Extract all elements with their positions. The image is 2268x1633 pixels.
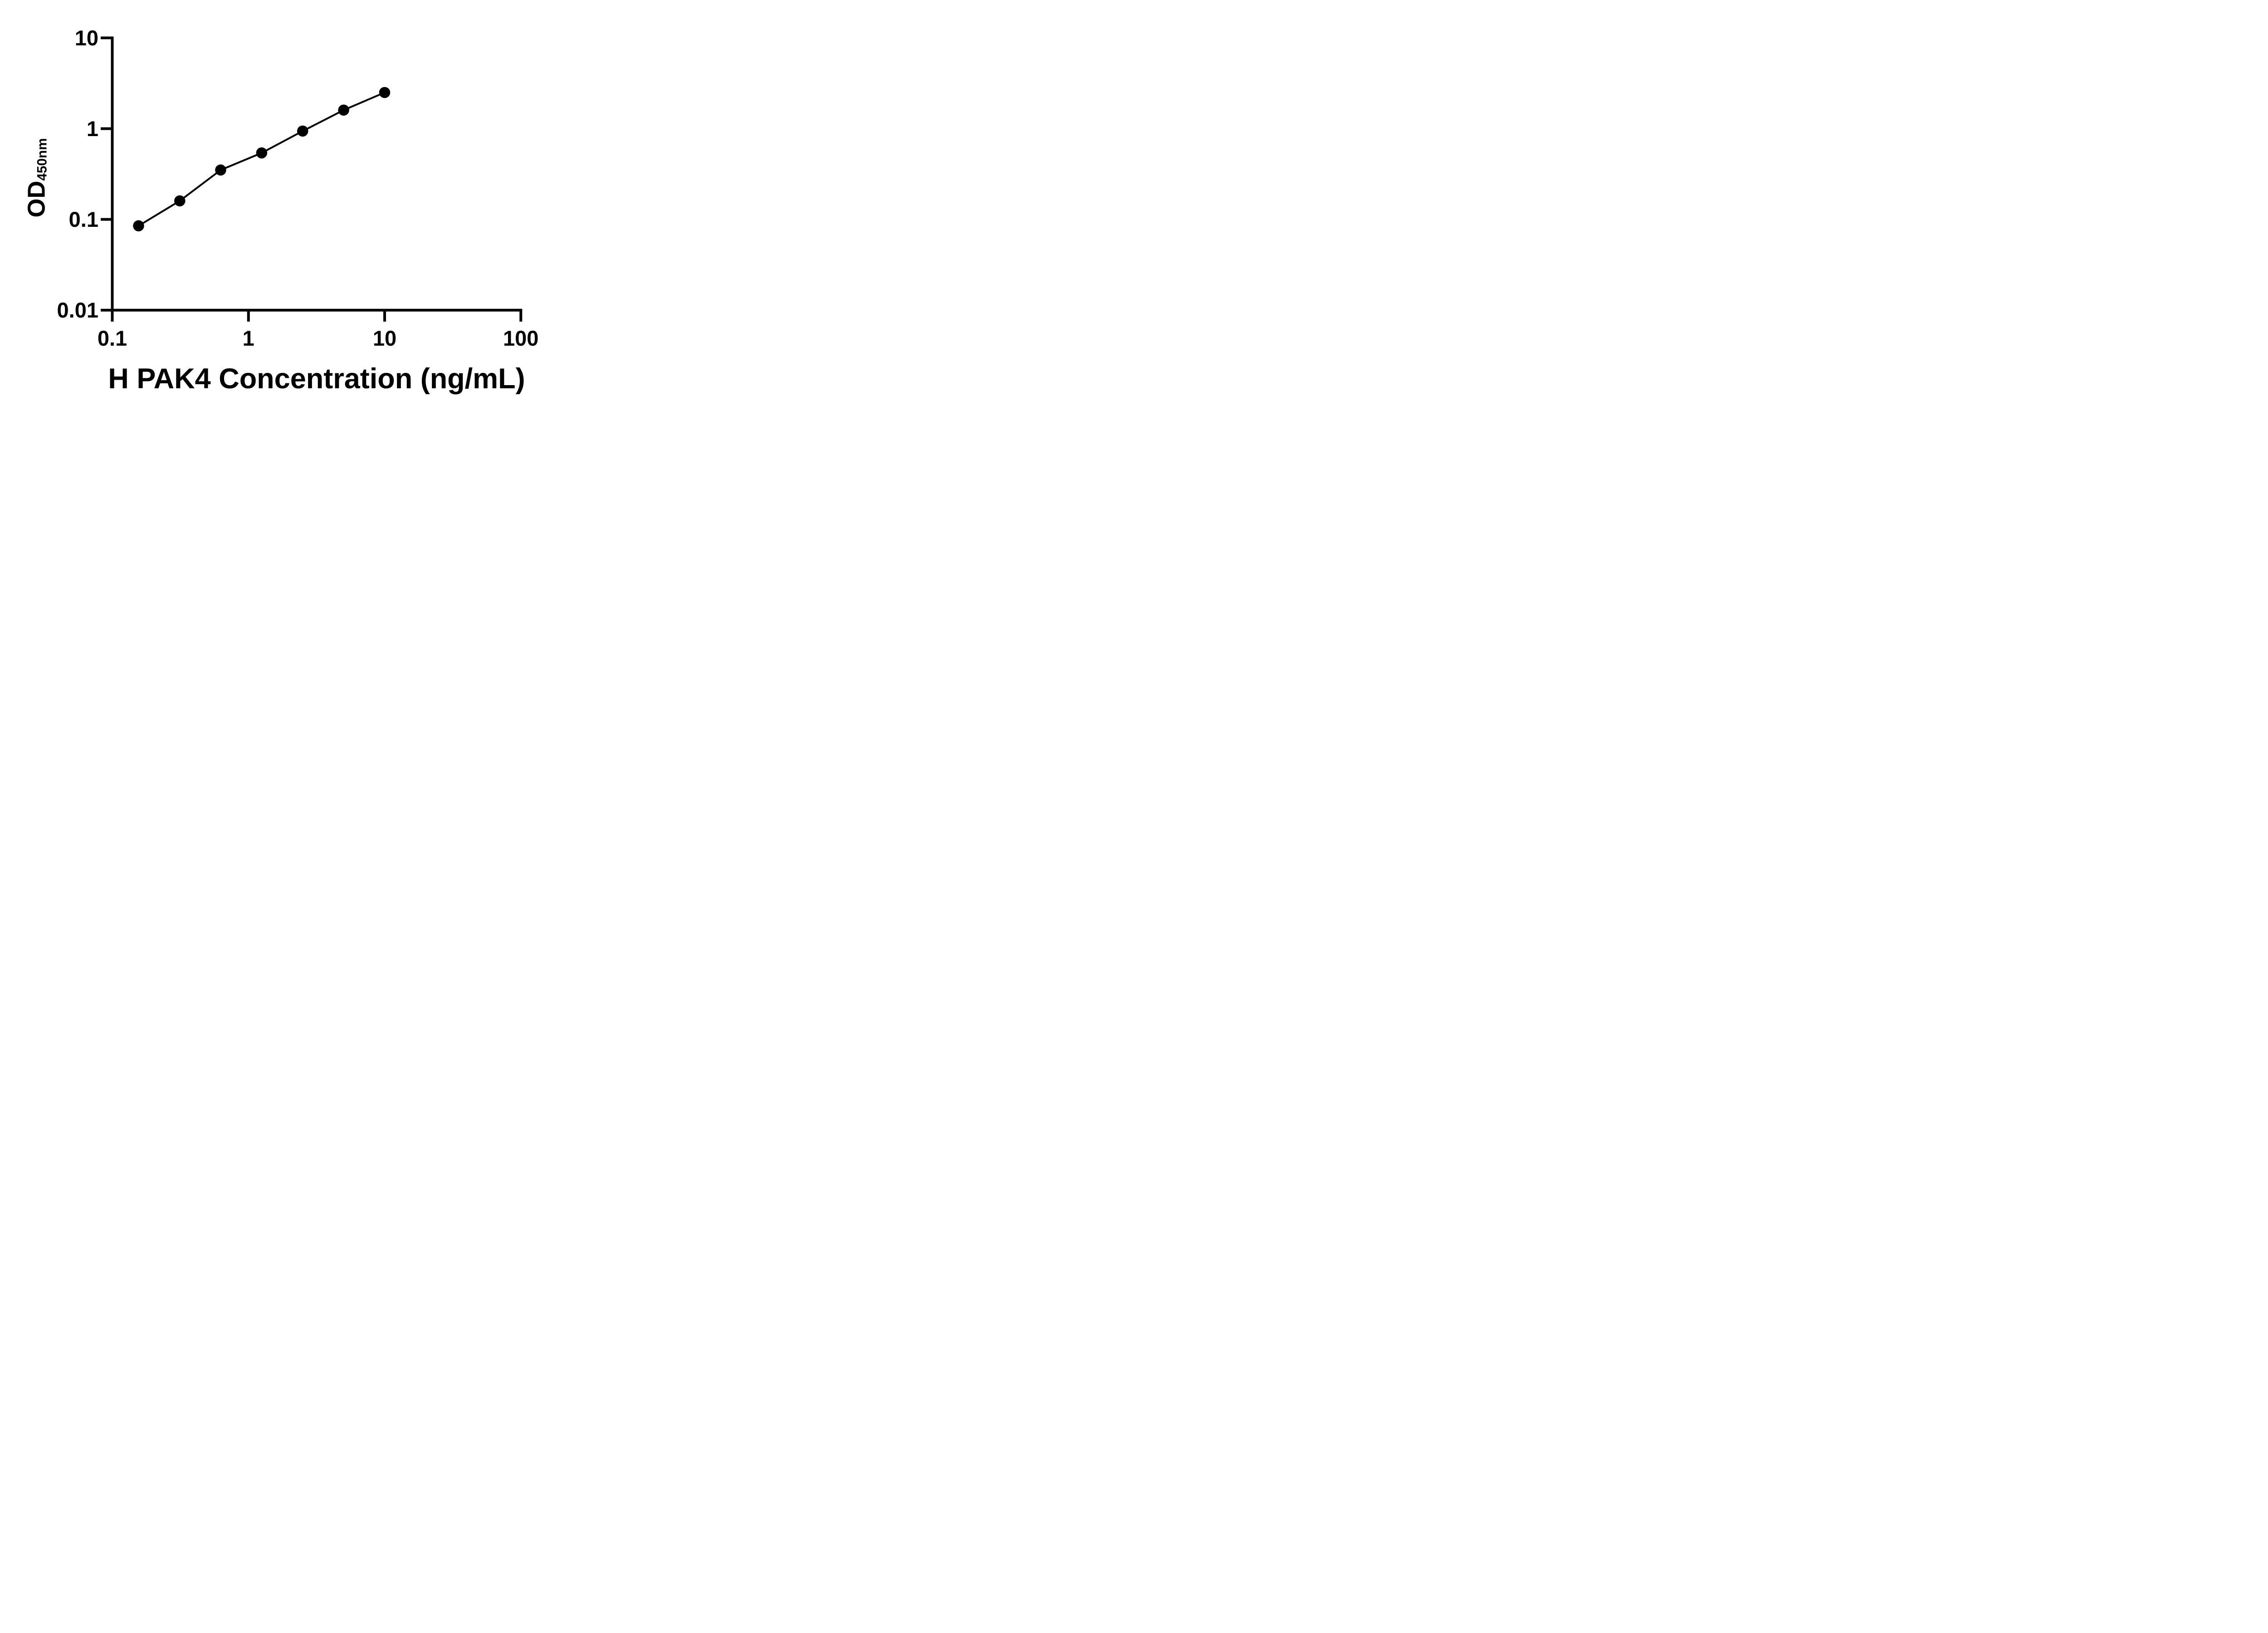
x-tick-label-100: 100 (503, 326, 539, 350)
y-axis-title-subscript: 450nm (34, 138, 50, 181)
data-point (338, 104, 349, 116)
y-tick-label-0.1: 0.1 (68, 207, 98, 231)
elisa-standard-curve-figure: 10 1 0.1 0.01 0.1 1 10 100 H PAK4 Concen… (0, 0, 583, 408)
plot-area (101, 36, 523, 322)
x-tick-label-1: 1 (242, 326, 254, 350)
x-tick-label-0.1: 0.1 (97, 326, 127, 350)
data-point (297, 125, 308, 137)
x-tick-label-10: 10 (372, 326, 397, 350)
y-tick-label-0.01: 0.01 (57, 298, 98, 322)
data-point (215, 164, 226, 176)
y-axis-title-main: OD (23, 181, 50, 218)
y-tick-label-1: 1 (86, 117, 98, 141)
y-tick-label-10: 10 (74, 26, 98, 50)
data-point (256, 147, 268, 159)
data-point (133, 220, 144, 232)
data-point (379, 87, 391, 98)
data-points (133, 87, 391, 232)
data-point (174, 195, 186, 207)
x-axis-title: H PAK4 Concentration (ng/mL) (108, 363, 525, 395)
y-axis-title: OD450nm (23, 42, 50, 314)
